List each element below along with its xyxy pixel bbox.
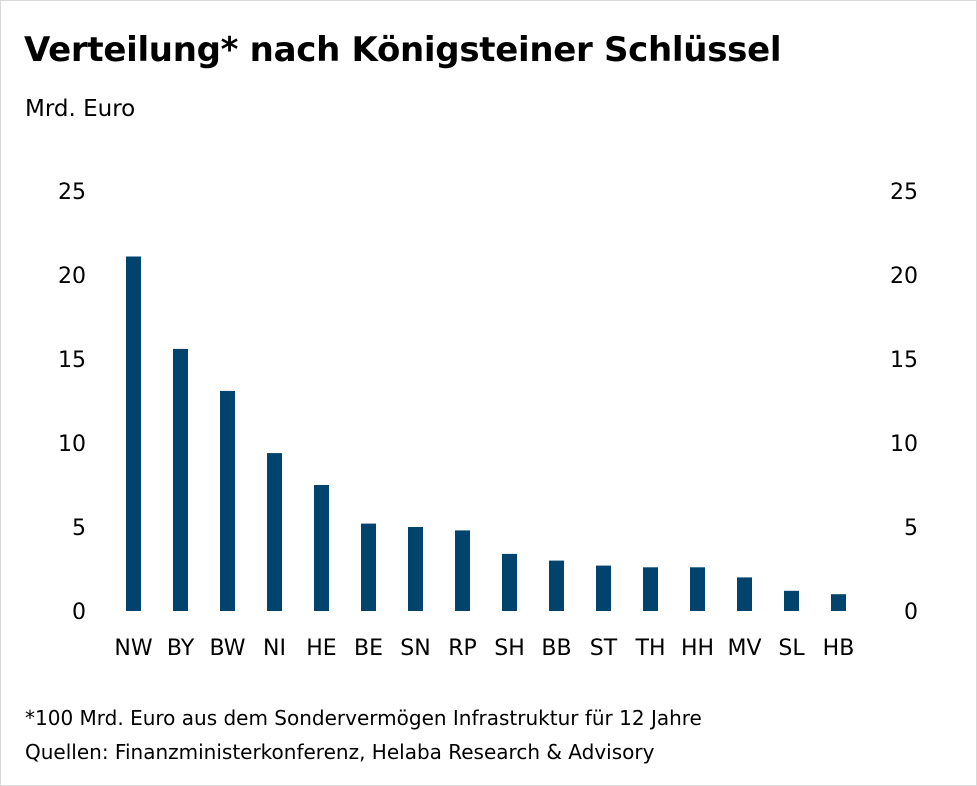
y-tick-label-right: 20 (890, 264, 918, 289)
y-tick-label-right: 5 (904, 516, 918, 541)
y-tick-label-left: 20 (58, 264, 86, 289)
bar-rp (455, 530, 470, 611)
x-tick-label-rp: RP (448, 636, 477, 661)
y-tick-label-right: 25 (890, 180, 918, 205)
bar-mv (737, 577, 752, 611)
x-tick-label-bw: BW (209, 636, 245, 661)
x-tick-label-st: ST (590, 636, 618, 661)
x-tick-label-bb: BB (541, 636, 571, 661)
bar-sn (408, 527, 423, 611)
bar-nw (126, 256, 141, 611)
bar-th (643, 567, 658, 611)
y-tick-label-left: 0 (72, 600, 86, 625)
y-axis-left: 0 5 10 15 20 25 (58, 180, 86, 625)
x-tick-label-mv: MV (727, 636, 761, 661)
x-tick-label-by: BY (167, 636, 195, 661)
y-tick-label-right: 15 (890, 348, 918, 373)
x-tick-label-sh: SH (494, 636, 525, 661)
y-tick-label-left: 25 (58, 180, 86, 205)
bar-sl (784, 590, 799, 611)
x-tick-label-hh: HH (681, 636, 714, 661)
bar-by (173, 348, 188, 611)
x-tick-label-hb: HB (823, 636, 855, 661)
bar-ni (267, 453, 282, 611)
y-axis-right: 0 5 10 15 20 25 (890, 180, 918, 625)
x-axis-labels: NW BY BW NI HE BE SN RP SH BB ST TH HH MV SL HB (114, 636, 854, 661)
y-tick-label-right: 10 (890, 432, 918, 457)
x-tick-label-ni: NI (263, 636, 286, 661)
x-tick-label-be: BE (354, 636, 383, 661)
source-note: Quellen: Finanzministerkonferenz, Helaba… (25, 740, 655, 764)
x-tick-label-sn: SN (400, 636, 430, 661)
bars (126, 256, 846, 611)
x-tick-label-he: HE (306, 636, 336, 661)
bar-sh (502, 553, 517, 611)
bar-bb (549, 560, 564, 611)
footnote: *100 Mrd. Euro aus dem Sondervermögen In… (25, 706, 702, 730)
bar-hh (690, 567, 705, 611)
chart-title: Verteilung* nach Königsteiner Schlüssel (24, 30, 782, 70)
bar-be (361, 523, 376, 611)
y-tick-label-left: 5 (72, 516, 86, 541)
bar-bw (220, 390, 235, 611)
y-tick-label-right: 0 (904, 600, 918, 625)
y-tick-label-left: 15 (58, 348, 86, 373)
y-tick-label-left: 10 (58, 432, 86, 457)
x-tick-label-nw: NW (114, 636, 152, 661)
bar-he (314, 485, 329, 611)
x-tick-label-sl: SL (778, 636, 805, 661)
chart-unit-label: Mrd. Euro (25, 96, 136, 122)
bar-hb (831, 594, 846, 611)
x-tick-label-th: TH (635, 636, 666, 661)
bar-st (596, 565, 611, 611)
